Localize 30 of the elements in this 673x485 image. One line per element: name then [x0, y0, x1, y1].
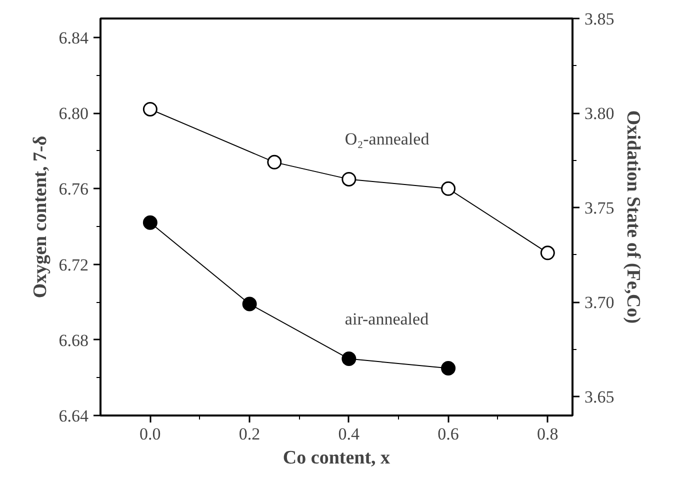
series-label: air-annealed	[344, 309, 430, 328]
y2-tick-label: 3.80	[584, 104, 614, 124]
point	[342, 172, 356, 186]
point	[267, 154, 282, 170]
point	[441, 361, 456, 376]
x-tick-label: 0.8	[537, 424, 558, 444]
y-axis-title: Oxygen content, 7-δ	[30, 136, 51, 298]
y2-tick-label: 3.85	[584, 10, 614, 28]
y2-tick-label: 3.75	[584, 198, 614, 218]
x-axis-title: Co content, x	[282, 448, 391, 468]
y2-axis-title: Oxidation State of (Fe,Co)	[622, 110, 644, 324]
y-tick-label: 6.84	[58, 28, 89, 48]
y-tick-label: 6.64	[58, 406, 89, 426]
x-tick-label: 0.6	[438, 424, 459, 444]
x-tick-label: 0.4	[338, 424, 360, 444]
y-tick-label: 6.76	[58, 180, 88, 199]
y-tick-label: 6.68	[58, 330, 88, 350]
point	[242, 296, 257, 312]
y2-tick-label: 3.65	[584, 388, 614, 407]
point	[342, 352, 356, 366]
point	[142, 215, 158, 230]
y2-tick-label: 3.70	[584, 293, 614, 312]
point	[441, 181, 456, 196]
x-tick-label: 0.2	[238, 424, 260, 444]
point	[540, 246, 555, 260]
x-tick-label: 0.0	[140, 424, 161, 444]
y-tick-label: 6.80	[58, 104, 88, 124]
point	[142, 102, 158, 116]
y-tick-label: 6.72	[58, 255, 88, 274]
series-label: O₂-annealed	[344, 130, 430, 149]
